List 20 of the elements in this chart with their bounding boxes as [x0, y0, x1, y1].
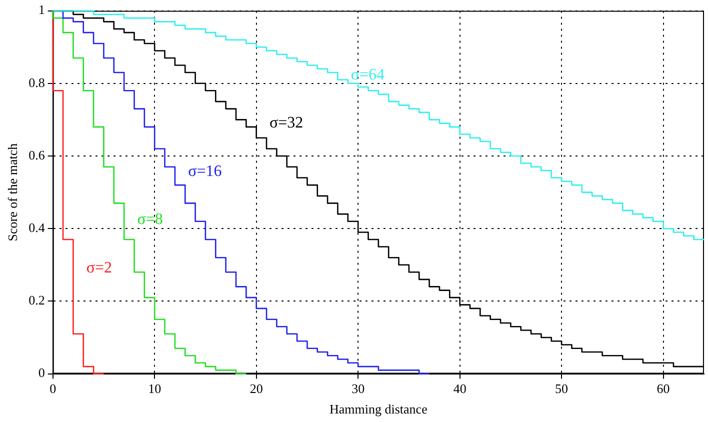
x-tick-label: 0 [50, 381, 56, 396]
y-tick-label: 0.8 [28, 74, 45, 90]
x-tick-label: 20 [250, 381, 263, 396]
y-tick-label: 0.6 [28, 147, 46, 162]
y-tick-label: 0.4 [28, 220, 46, 236]
series-label: σ=8 [137, 211, 163, 228]
x-tick-label: 50 [555, 381, 568, 396]
x-tick-label: 30 [352, 381, 365, 396]
y-tick-label: 0 [38, 365, 45, 380]
y-axis-title: Score of the match [5, 142, 20, 242]
series-label: σ=16 [188, 162, 222, 180]
y-tick-label: 0.2 [28, 292, 45, 308]
series-label: σ=64 [350, 66, 385, 84]
x-tick-label: 60 [656, 381, 670, 396]
x-tick-label: 10 [148, 381, 162, 396]
x-axis-title: Hamming distance [330, 402, 428, 417]
series-label: σ=2 [86, 259, 112, 276]
series-label: σ=32 [270, 114, 304, 132]
y-tick-label: 1 [38, 2, 45, 18]
x-tick-label: 40 [453, 381, 466, 396]
